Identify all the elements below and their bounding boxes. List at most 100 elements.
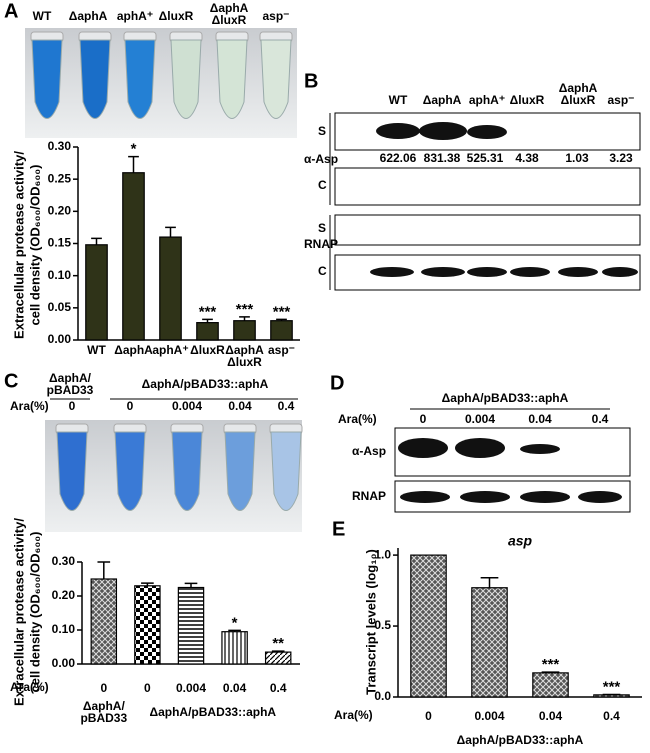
bar — [410, 554, 447, 698]
panel-letter: E — [332, 518, 345, 540]
ara-value: 0.04 — [528, 412, 552, 426]
error-bar — [141, 582, 154, 586]
lane-label: WT — [388, 93, 408, 107]
strain-label: ΔaphA/pBAD33::aphA — [441, 391, 569, 405]
tube — [31, 39, 63, 119]
band — [558, 267, 598, 277]
ara-value: 0.04 — [228, 399, 252, 413]
band — [376, 123, 420, 139]
band — [460, 491, 510, 503]
tube — [260, 39, 292, 119]
x-tick-label: aphA⁺ — [152, 343, 189, 357]
y-axis-label: Transcript levels (log₁₀) — [363, 549, 378, 695]
y-axis-label: cell density (OD₆₀₀/OD₆₀₀) — [27, 532, 42, 693]
ara-value: 0.4 — [592, 412, 609, 426]
y-tick-label: 0.00 — [52, 656, 76, 670]
antibody-label: RNAP — [304, 237, 338, 251]
error-bar — [97, 561, 111, 579]
fraction-label: C — [318, 264, 327, 278]
error-bar — [228, 629, 241, 632]
y-tick-label: 0.00 — [48, 332, 72, 346]
y-tick-label: 1.0 — [374, 547, 391, 561]
lane-label: ΔluxR — [509, 93, 545, 107]
x-tick-label: 0.04 — [222, 681, 247, 695]
x-tick-label: ΔaphA — [114, 343, 153, 357]
significance: *** — [199, 303, 217, 320]
tube — [171, 431, 203, 511]
tube — [270, 431, 302, 511]
y-tick-label: 0.20 — [48, 204, 72, 218]
x-tick-label: 0.4 — [269, 681, 287, 695]
chart-title: asp — [508, 533, 533, 549]
band — [520, 491, 570, 503]
error-bar — [184, 582, 198, 588]
bar — [270, 320, 293, 341]
significance: * — [131, 141, 137, 158]
band — [467, 125, 507, 139]
bar — [134, 585, 161, 665]
band — [467, 267, 507, 277]
blot-box — [334, 167, 641, 206]
y-tick-label: 0.30 — [52, 554, 76, 568]
panel-letter: C — [4, 370, 18, 392]
band — [370, 267, 414, 277]
y-tick-label: 0.20 — [52, 588, 76, 602]
fraction-label: S — [318, 221, 326, 235]
y-tick-label: 0.05 — [48, 300, 72, 314]
x-tick-label: asp⁻ — [267, 343, 295, 357]
band — [578, 491, 622, 503]
significance: ** — [272, 635, 284, 652]
panel-letter: B — [304, 70, 318, 92]
bar — [233, 320, 256, 341]
y-axis-label: Extracellular protease activity/ — [11, 151, 26, 339]
ara-value: 0.004 — [465, 412, 495, 426]
bar — [85, 244, 108, 341]
photo-label: ΔluxR — [158, 9, 194, 23]
lane-label: ΔaphA — [422, 93, 462, 107]
error-bar — [271, 650, 285, 653]
bar — [159, 236, 182, 341]
ara-label: Ara(%) — [338, 412, 377, 426]
significance: *** — [603, 678, 621, 695]
blot-box — [334, 214, 641, 246]
significance: *** — [542, 656, 560, 673]
bar — [196, 322, 219, 341]
densitometry-value: 831.38 — [424, 151, 461, 165]
photo-label: asp⁻ — [262, 9, 290, 23]
tube — [79, 39, 111, 119]
band — [398, 438, 448, 458]
bar — [90, 578, 118, 665]
band — [455, 438, 505, 458]
x-tick-label: ΔluxR — [190, 343, 225, 357]
antibody-label: α-Asp — [352, 444, 386, 458]
tube — [224, 431, 256, 511]
bar — [221, 631, 248, 665]
fraction-label: S — [318, 124, 326, 138]
significance: *** — [236, 301, 254, 318]
band — [421, 267, 465, 277]
y-tick-label: 0.25 — [48, 171, 72, 185]
x-tick-label: WT — [87, 343, 106, 357]
group-label: ΔaphA/pBAD33::aphA — [149, 705, 277, 719]
y-tick-label: 0.0 — [374, 689, 391, 703]
tube — [56, 431, 88, 511]
bar — [122, 172, 145, 341]
y-axis-label: Extracellular protease activity/ — [11, 518, 26, 706]
error-bar — [239, 316, 250, 321]
error-bar — [276, 318, 287, 321]
significance: * — [232, 614, 238, 631]
x-tick-label: 0.004 — [175, 681, 207, 695]
x-axis-label: ΔaphA/pBAD33::aphA — [456, 733, 584, 747]
error-bar — [128, 155, 139, 173]
band — [520, 444, 560, 454]
error-bar — [202, 318, 213, 323]
error-bar — [165, 226, 176, 238]
ara-value: 0 — [127, 399, 134, 413]
y-tick-label: 0.10 — [52, 622, 76, 636]
error-bar — [91, 237, 102, 245]
photo-label: ΔaphA ΔluxR — [209, 1, 249, 27]
bar — [532, 672, 569, 698]
x-tick-label: ΔaphA ΔluxR — [225, 343, 264, 369]
antibody-label: RNAP — [352, 489, 386, 503]
